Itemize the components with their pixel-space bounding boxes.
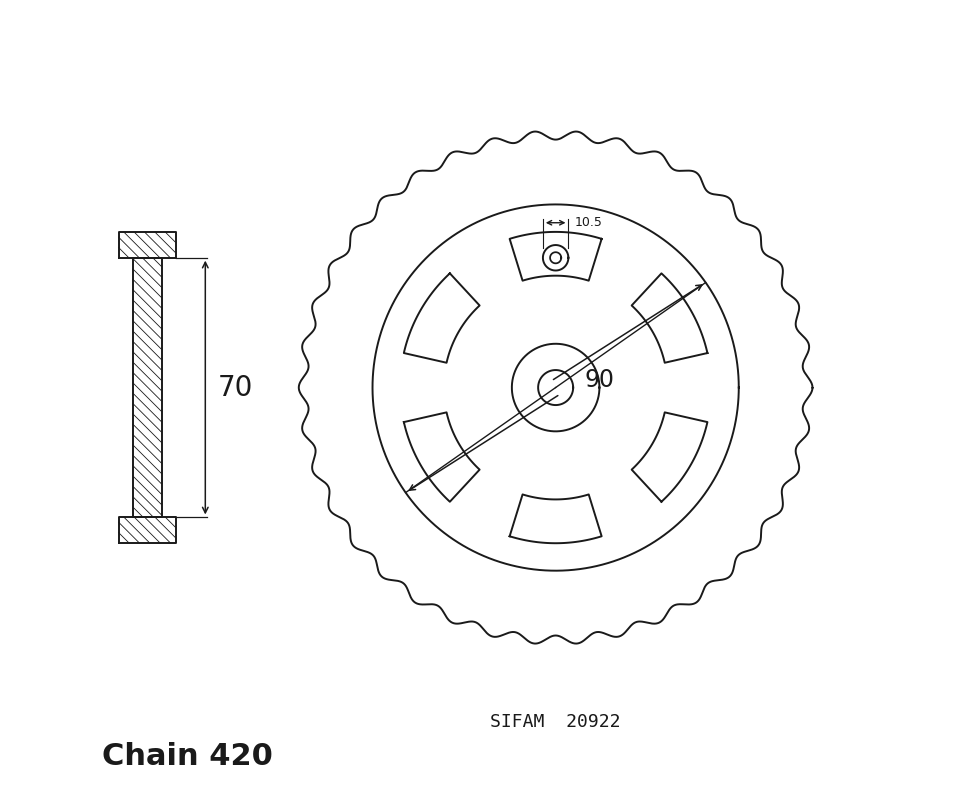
Text: Chain 420: Chain 420: [102, 741, 273, 771]
Text: 10.5: 10.5: [575, 217, 603, 229]
Text: 90: 90: [585, 368, 614, 392]
Text: SIFAM  20922: SIFAM 20922: [491, 713, 621, 731]
Text: 70: 70: [218, 374, 253, 402]
